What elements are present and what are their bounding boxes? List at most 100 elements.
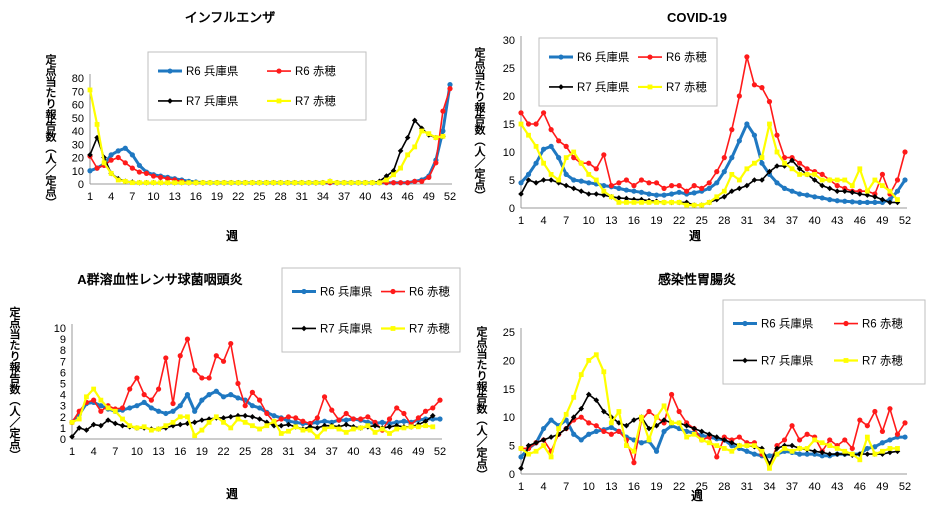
- x-tick-label: 28: [718, 215, 730, 227]
- data-point: [563, 171, 569, 177]
- data-point: [797, 446, 802, 451]
- data-point: [586, 358, 592, 363]
- data-point: [184, 420, 191, 427]
- legend-marker: [390, 326, 396, 331]
- data-point: [136, 169, 143, 175]
- data-point: [213, 353, 219, 359]
- data-point: [343, 429, 349, 435]
- data-point: [377, 180, 382, 186]
- data-point: [586, 172, 592, 177]
- data-point: [894, 188, 901, 194]
- data-point: [857, 188, 863, 194]
- data-point: [812, 194, 818, 200]
- data-point: [804, 446, 810, 451]
- data-point: [624, 200, 629, 205]
- x-tick-label: 7: [112, 446, 118, 458]
- x-axis-label: 週: [691, 488, 703, 503]
- legend-label: R7 兵庫県: [186, 94, 239, 108]
- data-point: [804, 172, 810, 177]
- data-point: [676, 183, 682, 189]
- data-point: [87, 87, 93, 93]
- data-point: [834, 177, 840, 183]
- y-tick-label: 50: [72, 113, 84, 125]
- data-point: [525, 121, 532, 127]
- x-tick-label: 49: [876, 215, 888, 227]
- data-point: [220, 358, 227, 364]
- data-point: [285, 180, 291, 186]
- data-point: [887, 437, 893, 443]
- data-point: [199, 397, 205, 403]
- data-point: [819, 182, 825, 189]
- data-point: [638, 177, 645, 183]
- data-point: [405, 152, 411, 158]
- data-point: [548, 417, 554, 423]
- legend-label: R7 赤穂: [862, 353, 903, 367]
- data-point: [661, 185, 667, 191]
- data-point: [759, 448, 765, 454]
- data-point: [390, 180, 397, 186]
- data-point: [593, 423, 599, 429]
- data-point: [533, 160, 539, 166]
- data-point: [321, 394, 328, 400]
- x-tick-label: 46: [854, 215, 866, 227]
- data-point: [714, 454, 720, 460]
- y-tick-label: 20: [72, 153, 84, 165]
- data-point: [616, 195, 622, 201]
- data-point: [518, 110, 524, 116]
- data-point: [533, 121, 539, 127]
- data-point: [518, 454, 524, 460]
- data-point: [796, 166, 803, 172]
- data-point: [796, 451, 803, 457]
- legend-label: R7 兵庫県: [320, 321, 373, 335]
- x-tick-label: 1: [87, 191, 93, 203]
- data-point: [571, 155, 577, 161]
- data-point: [228, 392, 234, 398]
- data-point: [165, 176, 171, 182]
- data-point: [563, 425, 569, 432]
- data-point: [307, 420, 313, 427]
- data-point: [684, 188, 690, 194]
- data-point: [299, 180, 305, 186]
- data-point: [857, 457, 863, 463]
- data-point: [278, 431, 284, 436]
- data-point: [699, 202, 705, 208]
- data-point: [199, 427, 205, 433]
- legend-marker: [843, 320, 849, 327]
- data-point: [122, 160, 128, 166]
- data-point: [638, 440, 645, 446]
- data-point: [314, 434, 320, 440]
- data-point: [313, 180, 319, 186]
- data-point: [264, 180, 269, 186]
- data-point: [879, 440, 886, 446]
- data-point: [608, 420, 614, 426]
- x-tick-label: 40: [809, 481, 821, 493]
- series-line: [70, 389, 440, 425]
- legend-marker: [167, 68, 173, 74]
- data-point: [397, 180, 404, 186]
- legend-box: [538, 37, 718, 107]
- data-point: [834, 198, 840, 204]
- data-point: [214, 180, 220, 186]
- data-point: [789, 157, 795, 164]
- data-point: [94, 121, 100, 127]
- series-line: [520, 122, 899, 207]
- x-tick-label: 25: [253, 191, 265, 203]
- data-point: [842, 448, 848, 454]
- y-tick-label: 3: [60, 401, 66, 413]
- data-point: [631, 200, 637, 205]
- data-point: [249, 414, 256, 420]
- data-point: [150, 173, 157, 179]
- data-point: [440, 108, 446, 114]
- data-point: [401, 418, 407, 424]
- data-point: [902, 434, 908, 440]
- data-point: [616, 428, 622, 434]
- data-point: [94, 165, 100, 171]
- data-point: [157, 174, 164, 180]
- x-tick-label: 37: [326, 446, 338, 458]
- data-point: [158, 180, 163, 186]
- data-point: [849, 183, 855, 188]
- data-point: [752, 443, 757, 448]
- data-point: [518, 180, 524, 186]
- data-point: [401, 410, 407, 417]
- data-point: [192, 408, 198, 414]
